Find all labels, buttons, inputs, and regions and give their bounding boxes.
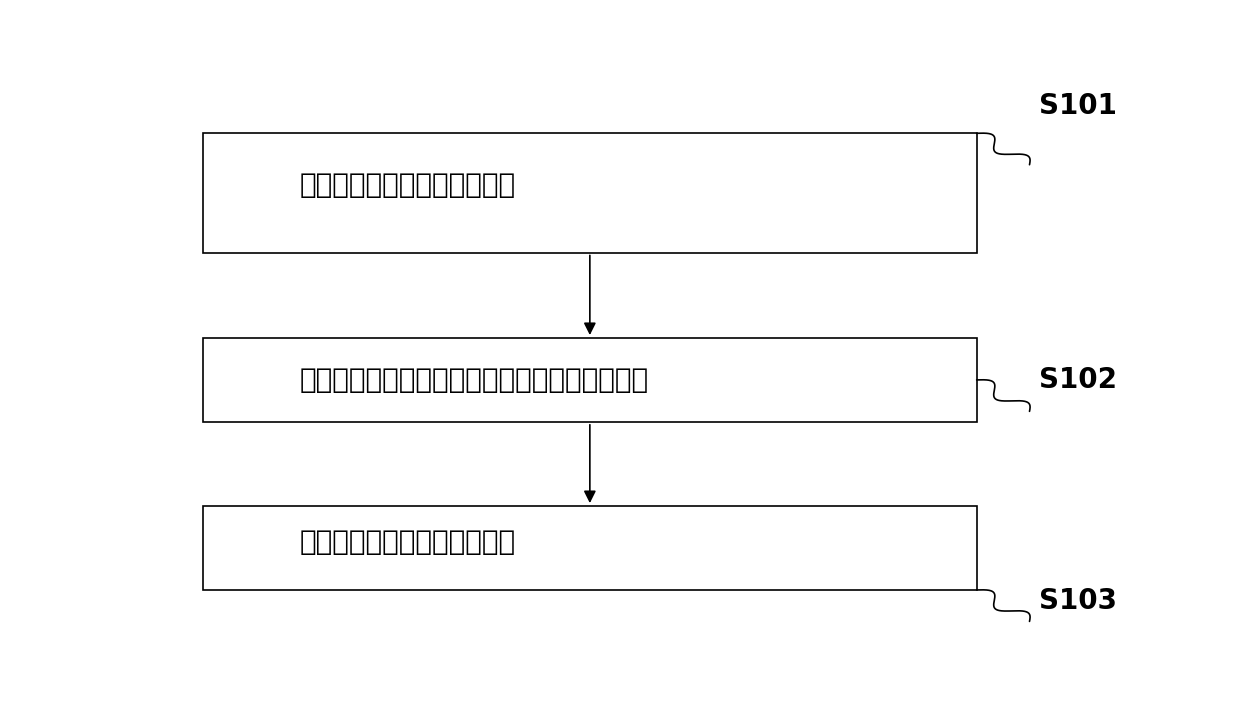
- Text: S101: S101: [1039, 92, 1117, 120]
- Bar: [203, 133, 977, 253]
- Text: 利用查找的通信参数进行通信: 利用查找的通信参数进行通信: [299, 527, 516, 555]
- Bar: [203, 506, 977, 590]
- Bar: [203, 338, 977, 422]
- Text: S102: S102: [1039, 366, 1117, 394]
- Text: S103: S103: [1039, 587, 1117, 615]
- Text: 检测移动终端所处的天线环境: 检测移动终端所处的天线环境: [299, 171, 516, 199]
- Text: 在参数表中查找与上述天线环境对应的通信参数: 在参数表中查找与上述天线环境对应的通信参数: [299, 366, 649, 394]
